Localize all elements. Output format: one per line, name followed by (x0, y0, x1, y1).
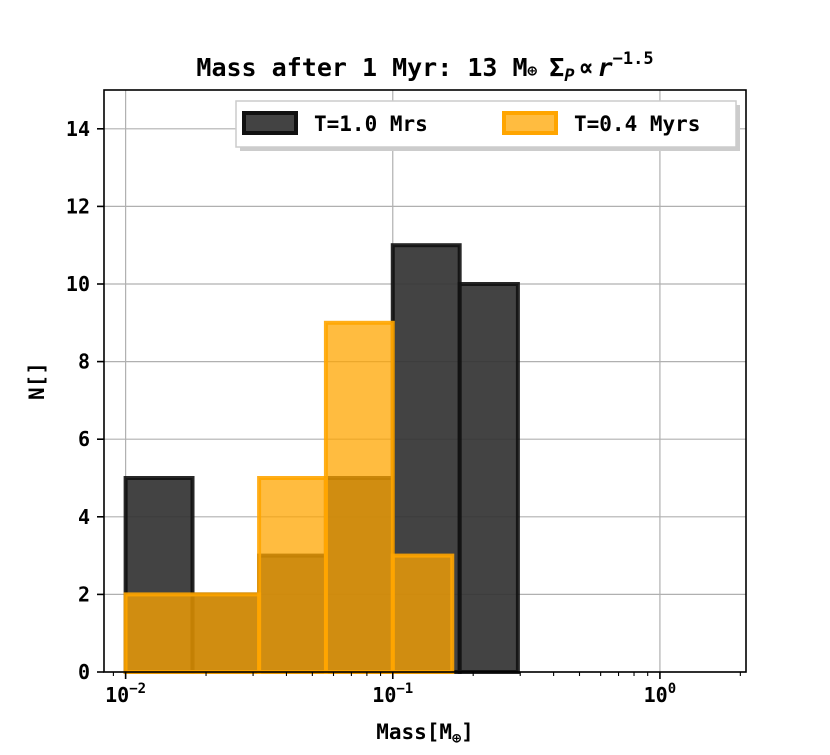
y-tick-label: 4 (78, 505, 90, 529)
histogram-bar-series-1 (457, 282, 520, 674)
y-tick-label: 12 (66, 194, 90, 218)
y-axis-label: N[] (25, 362, 49, 400)
y-tick-label: 10 (66, 272, 90, 296)
legend-label: T=0.4 Myrs (574, 112, 700, 136)
histogram-bar-series-2 (390, 553, 455, 674)
legend-swatch (502, 111, 558, 135)
legend: T=1.0 Mrs T=0.4 Myrs (235, 100, 740, 151)
title-r: r (598, 53, 613, 82)
y-tick-label: 6 (78, 427, 90, 451)
x-axis-label: Mass[M⊕] (376, 720, 474, 747)
axis-ticks: 0 2 4 6 8 10 12 14 10−2 10−1 100 (66, 117, 741, 707)
title-sigma: Σ (549, 53, 564, 82)
plot-frame (103, 89, 747, 673)
title-propto: ∝ (579, 53, 594, 82)
title-exponent: −1.5 (613, 49, 654, 69)
x-tick-label: 100 (644, 681, 677, 707)
title-earth-subscript: ⊕ (528, 61, 538, 80)
x-tick-label: 10−1 (372, 681, 413, 707)
legend-box (235, 100, 737, 148)
x-axis-label-close: ] (461, 720, 474, 744)
title-main: Mass after 1 Myr: 13 M (196, 53, 527, 82)
histogram-bar-series-2 (257, 476, 328, 674)
chart-title: Mass after 1 Myr: 13 M⊕ ΣP ∝ r−1.5 (196, 49, 653, 86)
legend-entries: T=1.0 Mrs T=0.4 Myrs (242, 111, 700, 136)
histogram-bar-series-2 (123, 592, 262, 675)
y-tick-label: 8 (78, 350, 90, 374)
legend-label: T=1.0 Mrs (314, 112, 428, 136)
y-tick-label: 0 (78, 660, 90, 684)
y-tick-label: 2 (78, 582, 90, 606)
legend-swatch (242, 111, 298, 135)
x-tick-label: 10−2 (105, 681, 146, 707)
histogram-bars (123, 243, 520, 675)
title-sigma-subscript: P (564, 66, 575, 86)
x-axis-label-text: Mass[M (376, 720, 452, 744)
y-tick-label: 14 (66, 117, 90, 141)
histogram-bar-series-2 (323, 320, 395, 674)
x-axis-label-earth-subscript: ⊕ (452, 729, 461, 747)
